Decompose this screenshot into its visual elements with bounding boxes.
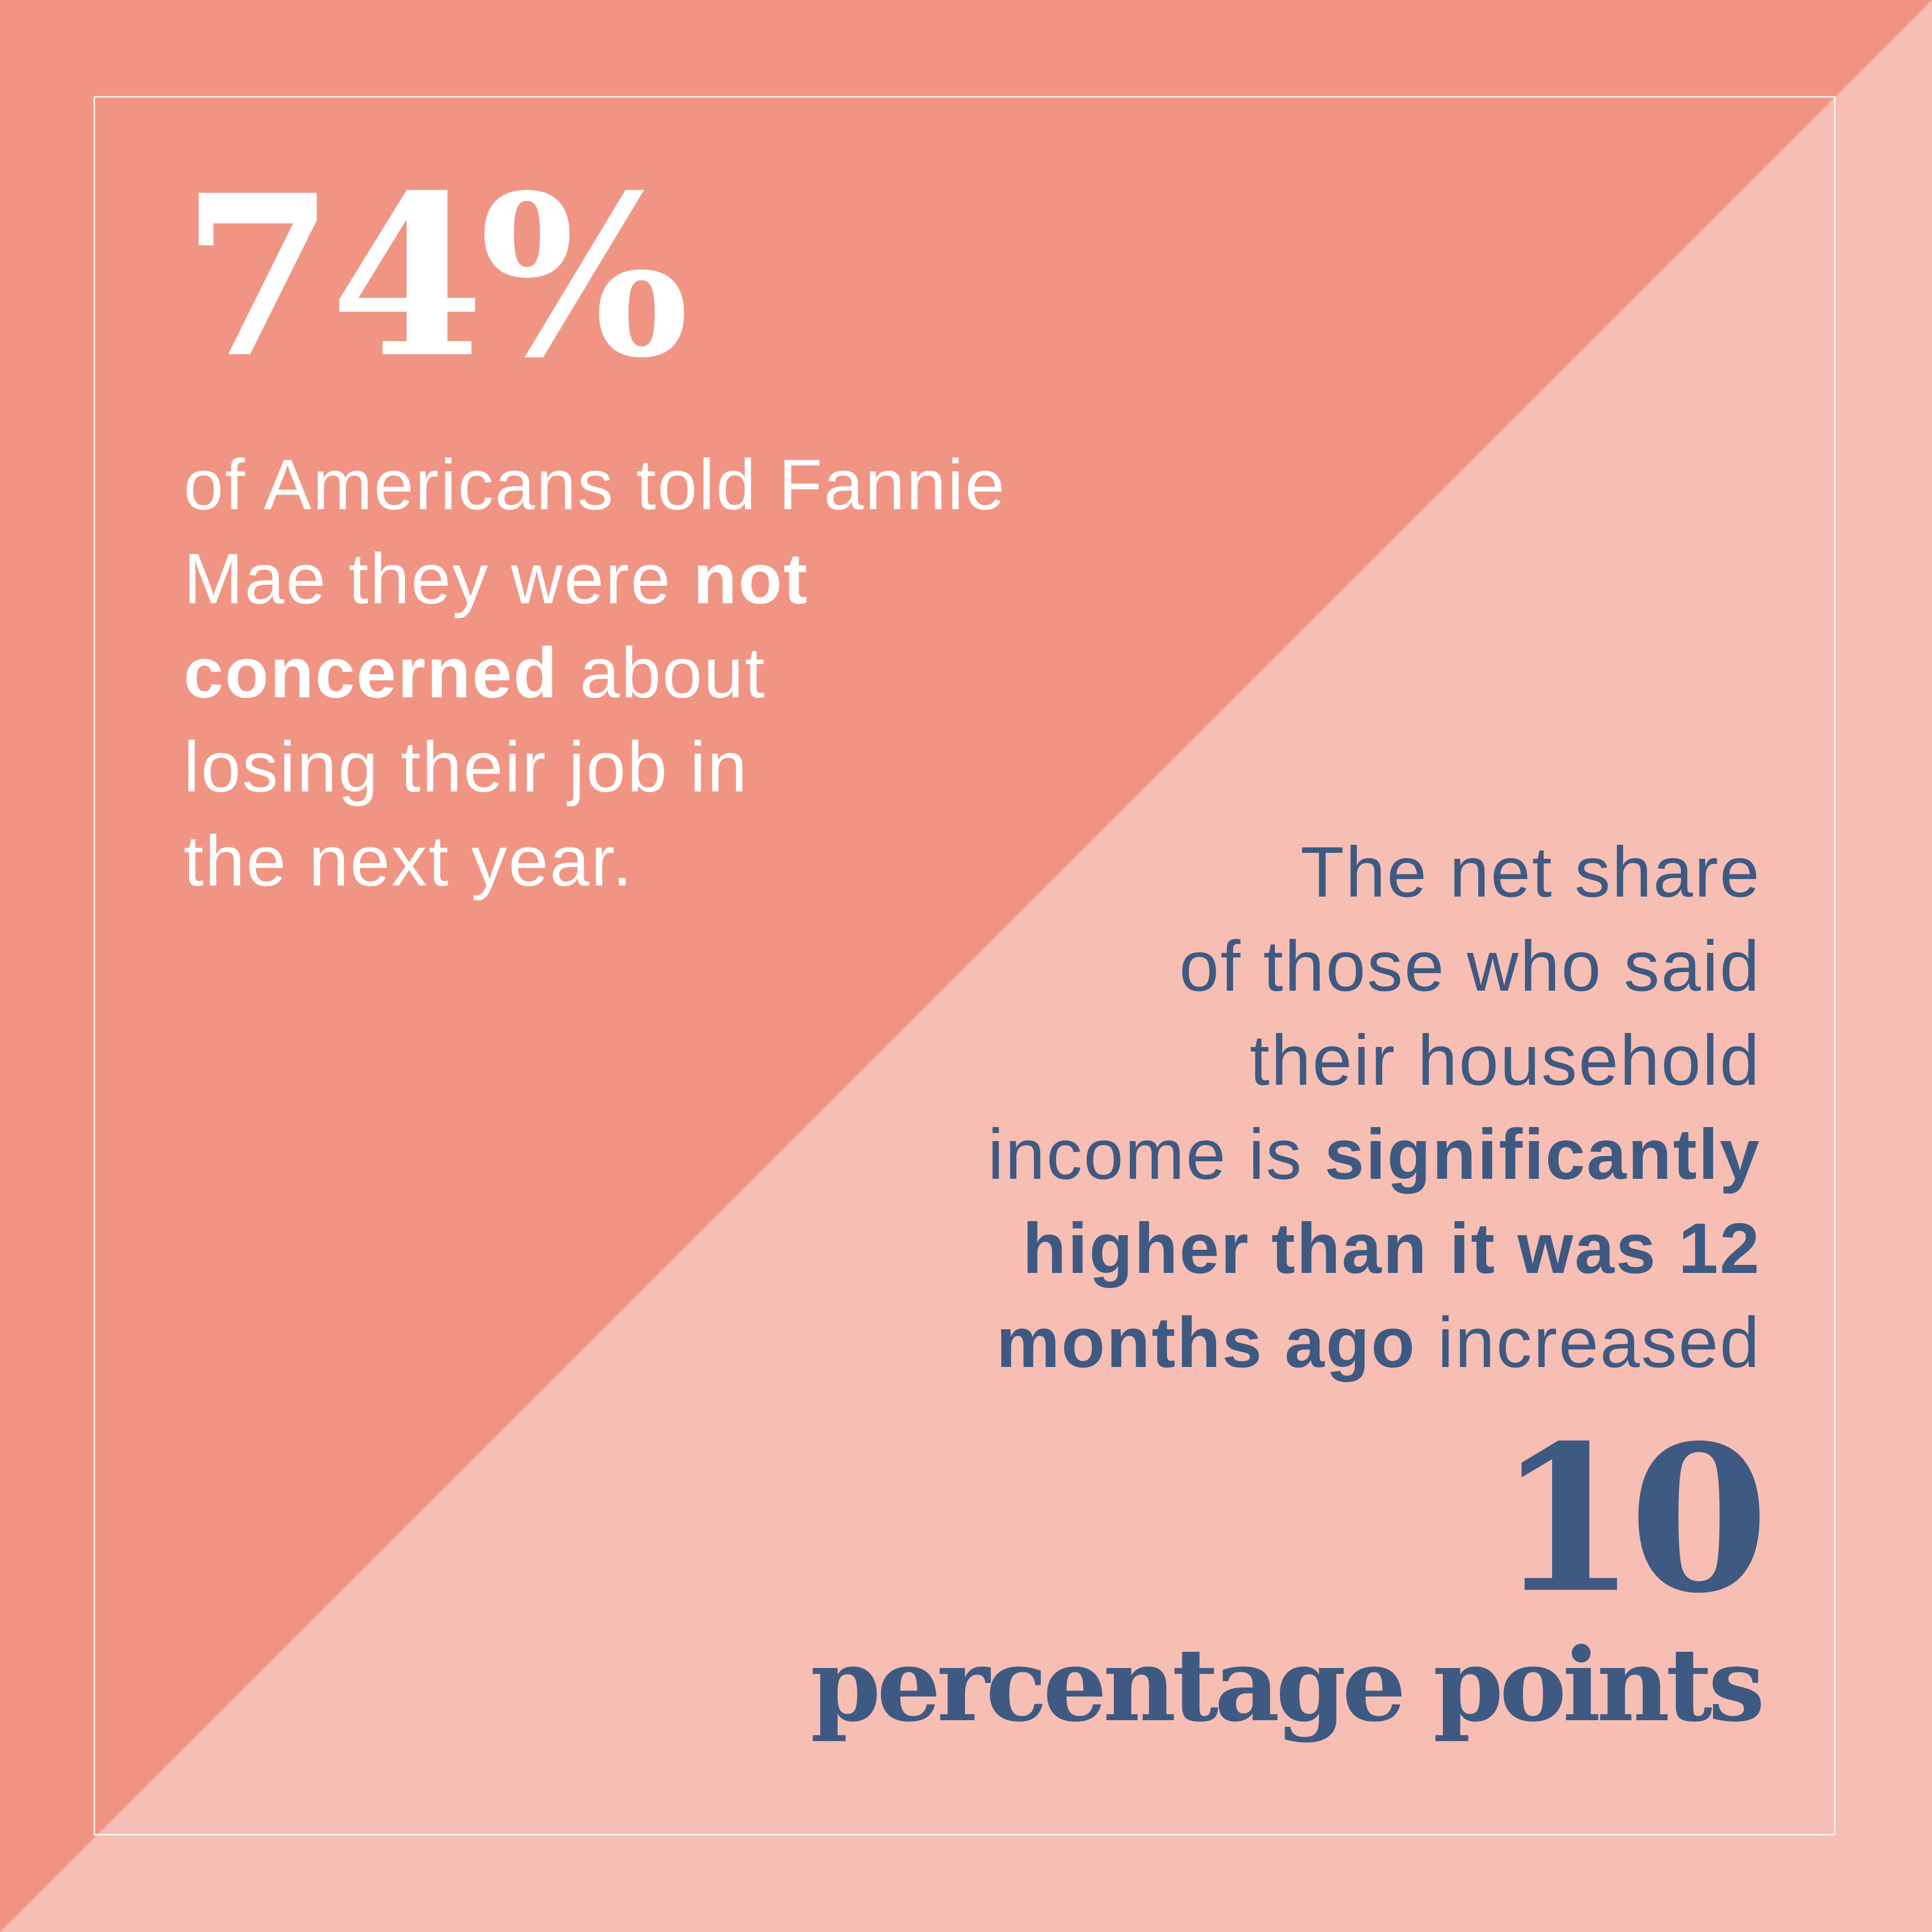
top-desc-line-2-text: Mae they were	[184, 539, 693, 619]
bottom-desc-line-4-text: income is	[988, 1114, 1325, 1194]
bottom-desc-line-3: their household	[1249, 1020, 1761, 1100]
bottom-desc-emphasis-significantly: significantly	[1324, 1114, 1761, 1194]
top-description: of Americans told Fannie Mae they were n…	[184, 438, 1215, 908]
top-desc-line-2: Mae they were not	[184, 532, 1215, 626]
top-desc-line-1: of Americans told Fannie	[184, 445, 1006, 525]
top-desc-line-5: the next year.	[184, 821, 634, 901]
bottom-desc-line-5: higher than it was 12	[755, 1201, 1761, 1296]
bottom-desc-line-6-text: increased	[1416, 1303, 1761, 1383]
bottom-description: The net share of those who said their ho…	[755, 825, 1761, 1390]
top-desc-line-3: concerned about	[184, 626, 1215, 720]
bottom-stat-number: 10	[1497, 1401, 1769, 1638]
bottom-desc-line-6: months ago increased	[755, 1296, 1761, 1390]
top-desc-line-3-text: about	[558, 633, 766, 713]
bottom-desc-line-4: income is significantly	[755, 1107, 1761, 1201]
bottom-desc-emphasis-months-ago: months ago	[996, 1303, 1416, 1383]
top-desc-emphasis-not: not	[693, 539, 809, 619]
bottom-desc-line-1: The net share	[1300, 832, 1761, 912]
bottom-desc-emphasis-higher: higher than it was 12	[1022, 1209, 1761, 1289]
bottom-stat-label: percentage points	[810, 1626, 1765, 1744]
top-stat-percentage: 74%	[181, 146, 689, 407]
top-desc-emphasis-concerned: concerned	[184, 633, 559, 713]
thin-white-frame	[94, 96, 1835, 1835]
bottom-desc-line-2: of those who said	[1179, 926, 1761, 1006]
top-desc-line-4: losing their job in	[184, 727, 749, 807]
